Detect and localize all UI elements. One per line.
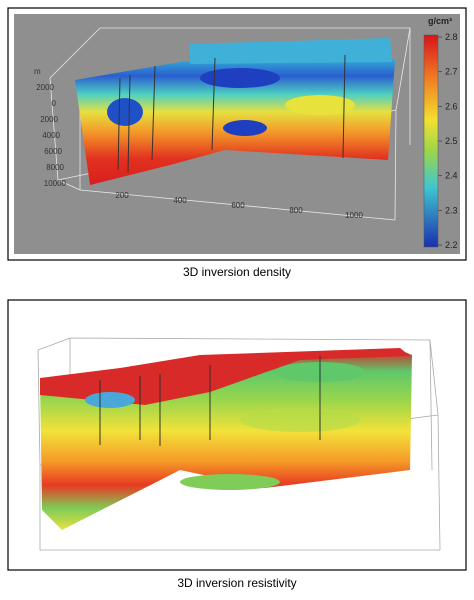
colorbar-label: 2.7 [445,67,458,77]
anomaly [223,120,267,136]
distance-label: 800 [289,206,303,215]
anomaly [240,408,360,432]
colorbar-label: 2.3 [445,205,458,215]
anomaly [180,474,280,490]
distance-label: 200 [115,191,129,200]
anomaly [107,98,143,126]
distance-label: 400 [173,196,187,205]
density-section [75,52,395,185]
distance-label: 600 [231,201,245,210]
caption: 3D inversion density [183,265,291,279]
distance-label: 1000 [345,211,363,220]
anomaly [285,95,355,115]
caption: 3D inversion resistivity [177,576,296,590]
resistivity-top [40,348,410,405]
wells [99,356,321,446]
colorbar-label: 2.5 [445,136,458,146]
colorbar-label: 2.6 [445,101,458,111]
depth-label: 4000 [42,131,60,140]
depth-label: 0 [52,99,57,108]
depth-label: 2000 [40,115,58,124]
colorbar-label: 2.2 [445,240,458,250]
colorbar-label: 2.4 [445,171,458,181]
depth-label: 2000 [36,83,54,92]
depth-label: 10000 [44,179,67,188]
axis-unit: m [34,67,41,76]
depth-label: 8000 [46,163,64,172]
depth-label: 6000 [44,147,62,156]
colorbar-label: 2.8 [445,32,458,42]
anomaly [200,68,280,88]
wells [117,54,346,173]
colorbar-title: g/cm³ [428,16,452,26]
wireframe [49,27,411,221]
colorbar [423,34,439,248]
anomaly [85,392,135,408]
density-section-back [190,38,392,64]
